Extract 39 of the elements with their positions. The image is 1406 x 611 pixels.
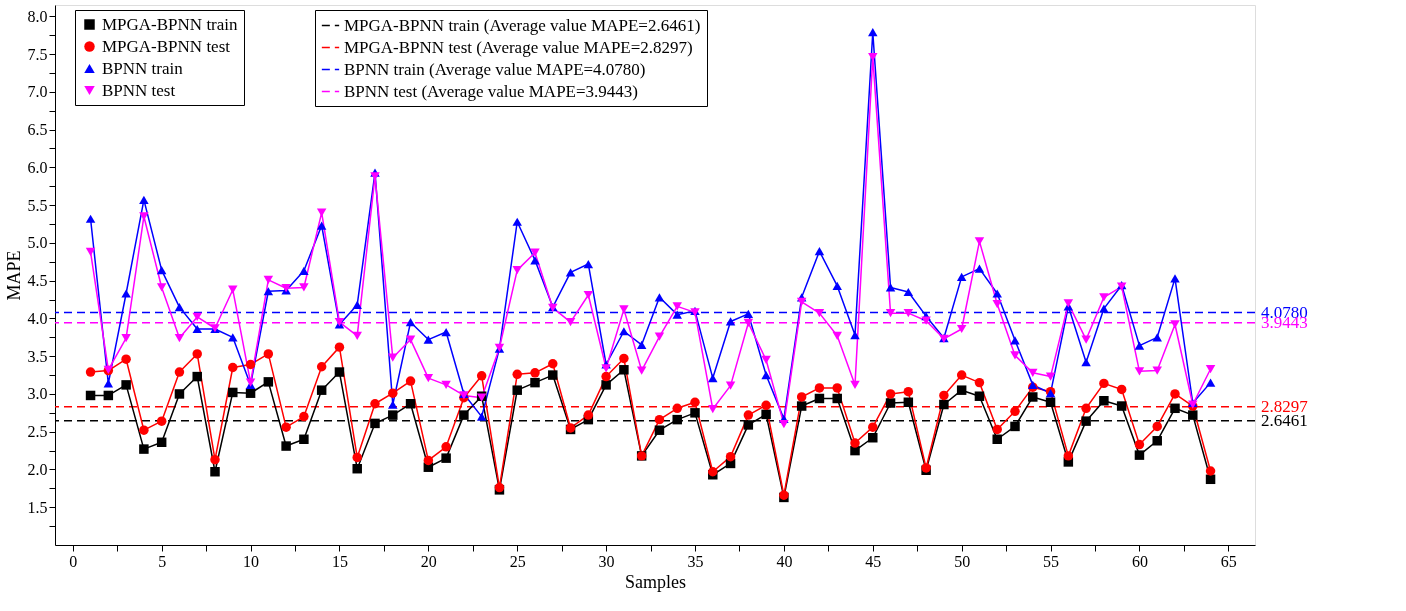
legend-label: MPGA-BPNN train (Average value MAPE=2.6461) — [344, 15, 701, 35]
y-axis-title: MAPE — [3, 250, 24, 301]
x-tick-label: 55 — [1043, 552, 1060, 570]
x-tick-label: 35 — [687, 552, 704, 570]
y-tick-label: 7.0 — [27, 83, 48, 101]
legend-label: BPNN test — [102, 80, 176, 100]
y-tick-label: 2.0 — [27, 460, 48, 478]
x-tick-label: 60 — [1131, 552, 1148, 570]
x-tick-label: 45 — [865, 552, 882, 570]
y-tick-label: 7.5 — [27, 45, 48, 63]
y-tick-label: 8.0 — [27, 7, 48, 25]
x-tick-label: 40 — [776, 552, 793, 570]
y-tick-label: 3.0 — [27, 385, 48, 403]
legend-label: BPNN train (Average value MAPE=4.0780) — [344, 59, 646, 79]
legend-label: MPGA-BPNN test (Average value MAPE=2.8297) — [344, 37, 693, 57]
legend-label: MPGA-BPNN test — [102, 36, 231, 56]
text: 2.8297 — [1261, 396, 1309, 416]
x-tick-label: 15 — [331, 552, 348, 570]
x-tick-label: 65 — [1220, 552, 1237, 570]
y-tick-label: 5.0 — [27, 234, 48, 252]
y-tick-label: 1.5 — [27, 498, 48, 516]
y-tick-label: 5.5 — [27, 196, 48, 214]
x-tick-label: 10 — [243, 552, 260, 570]
y-tick-label: 2.5 — [27, 423, 48, 441]
x-tick-label: 50 — [954, 552, 971, 570]
legend-label: BPNN test (Average value MAPE=3.9443) — [344, 81, 638, 101]
x-axis-title: Samples — [625, 571, 686, 592]
y-tick-label: 4.0 — [27, 309, 48, 327]
x-tick-label: 25 — [509, 552, 526, 570]
y-tick-label: 4.5 — [27, 272, 48, 290]
y-tick-label: 3.5 — [27, 347, 48, 365]
x-tick-label: 5 — [158, 552, 167, 570]
y-tick-label: 6.0 — [27, 158, 48, 176]
x-tick-label: 0 — [69, 552, 78, 570]
y-tick-label: 6.5 — [27, 121, 48, 139]
legend-label: MPGA-BPNN train — [102, 14, 239, 34]
x-tick-label: 20 — [420, 552, 437, 570]
x-tick-label: 30 — [598, 552, 615, 570]
legend-label: BPNN train — [102, 58, 184, 78]
